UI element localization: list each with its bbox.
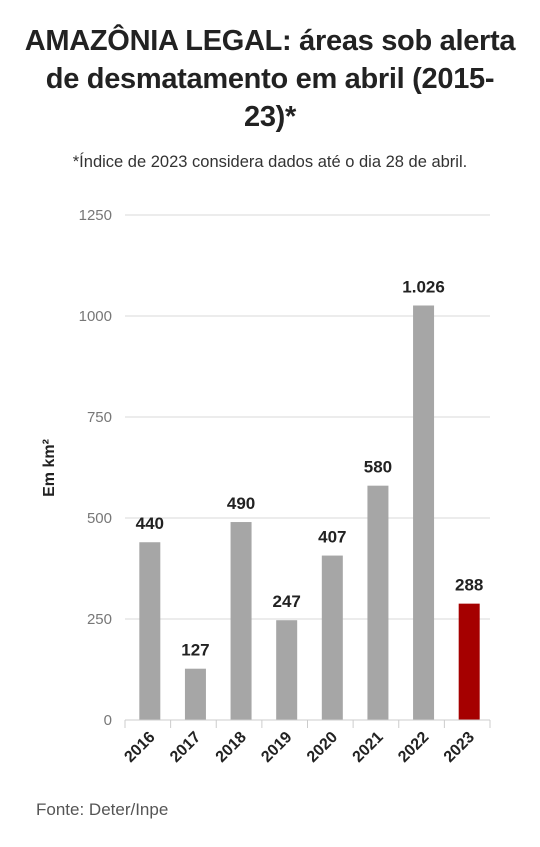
y-axis-label: Em km² (41, 439, 58, 497)
source-note: Fonte: Deter/Inpe (36, 800, 169, 819)
data-label-2018: 490 (227, 494, 255, 513)
x-tick-label-2021: 2021 (350, 729, 387, 766)
bar-2021 (367, 485, 389, 720)
y-tick-label: 1000 (79, 308, 112, 325)
x-tick-label-2022: 2022 (395, 729, 432, 766)
data-label-2016: 440 (136, 514, 164, 533)
bar-2023 (458, 603, 480, 720)
x-tick-label-2019: 2019 (258, 729, 295, 766)
bar-2017 (184, 668, 206, 720)
bar-2016 (139, 542, 161, 720)
y-tick-label: 1250 (79, 207, 112, 224)
bar-2020 (321, 555, 343, 720)
bar-2018 (230, 522, 252, 720)
chart-title: AMAZÔNIA LEGAL: áreas sob alerta de desm… (24, 25, 516, 133)
y-tick-label: 0 (104, 712, 112, 729)
y-tick-label: 500 (87, 510, 112, 527)
x-tick-label-2016: 2016 (121, 729, 158, 766)
x-tick-label-2020: 2020 (304, 729, 341, 766)
bar-2019 (276, 620, 298, 720)
data-label-2017: 127 (181, 641, 209, 660)
data-label-2021: 580 (364, 458, 392, 477)
x-tick-label-2023: 2023 (441, 729, 478, 766)
data-labels: 440 127 490 247 407 580 1.026 288 (136, 277, 484, 659)
data-label-2019: 247 (273, 592, 301, 611)
bars (139, 305, 480, 720)
bar-2022 (413, 305, 435, 720)
data-label-2020: 407 (318, 528, 346, 547)
data-label-2023: 288 (455, 576, 483, 595)
x-tick-label-2018: 2018 (213, 729, 250, 766)
y-tick-label: 750 (87, 409, 112, 426)
y-tick-label: 250 (87, 611, 112, 628)
x-tick-label-2017: 2017 (167, 729, 204, 766)
chart-subtitle: *Índice de 2023 considera dados até o di… (72, 153, 468, 171)
data-label-2022: 1.026 (402, 277, 445, 296)
gridlines (125, 214, 490, 620)
